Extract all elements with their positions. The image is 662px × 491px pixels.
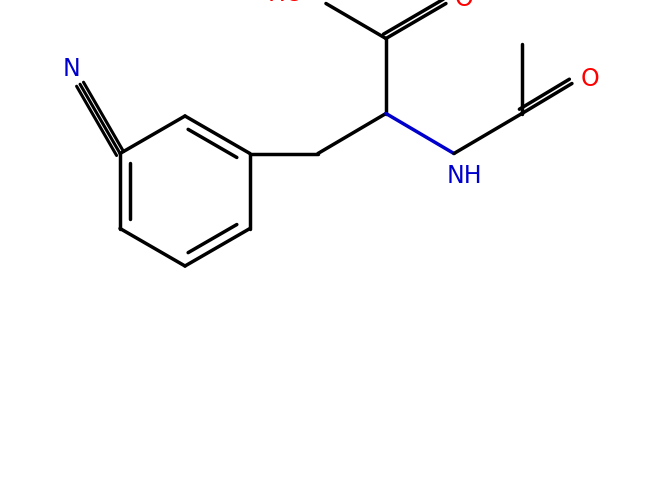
Text: O: O — [455, 0, 473, 10]
Text: HO: HO — [267, 0, 304, 5]
Text: O: O — [581, 66, 599, 90]
Text: N: N — [62, 56, 80, 81]
Text: NH: NH — [446, 164, 482, 188]
